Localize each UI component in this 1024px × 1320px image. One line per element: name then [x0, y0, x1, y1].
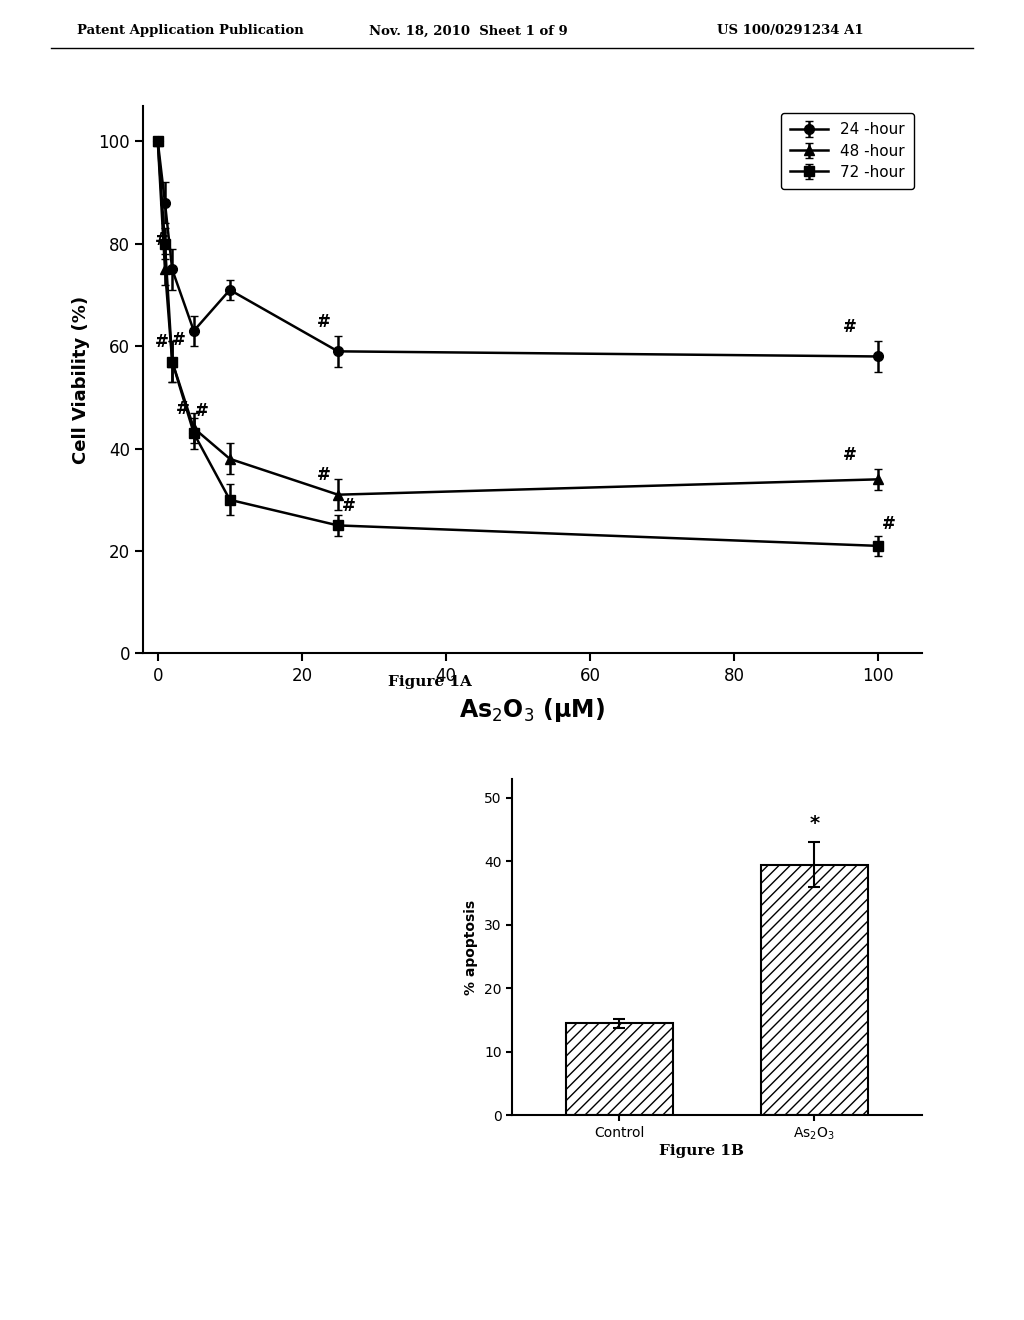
- Text: #: #: [196, 403, 209, 421]
- Text: #: #: [172, 331, 186, 348]
- Bar: [761, 865, 868, 1115]
- Legend: 24 -hour, 48 -hour, 72 -hour: 24 -hour, 48 -hour, 72 -hour: [780, 114, 914, 189]
- Text: Nov. 18, 2010  Sheet 1 of 9: Nov. 18, 2010 Sheet 1 of 9: [369, 24, 567, 37]
- Y-axis label: % apoptosis: % apoptosis: [465, 899, 478, 995]
- Text: #: #: [316, 313, 331, 331]
- Text: *: *: [809, 814, 819, 833]
- Text: Figure 1A: Figure 1A: [388, 676, 472, 689]
- Text: #: #: [155, 334, 169, 351]
- Text: #: #: [316, 466, 331, 484]
- X-axis label: As$_2$O$_3$ (μM): As$_2$O$_3$ (μM): [460, 696, 605, 723]
- Y-axis label: Cell Viability (%): Cell Viability (%): [73, 296, 90, 463]
- Text: #: #: [843, 318, 857, 337]
- Text: #: #: [155, 231, 169, 249]
- Bar: [565, 1023, 673, 1115]
- Text: Patent Application Publication: Patent Application Publication: [77, 24, 303, 37]
- Text: #: #: [176, 400, 190, 418]
- Text: #: #: [342, 498, 355, 515]
- Text: #: #: [882, 515, 896, 533]
- Text: #: #: [843, 446, 857, 463]
- Text: US 100/0291234 A1: US 100/0291234 A1: [717, 24, 863, 37]
- Text: Figure 1B: Figure 1B: [658, 1144, 744, 1158]
